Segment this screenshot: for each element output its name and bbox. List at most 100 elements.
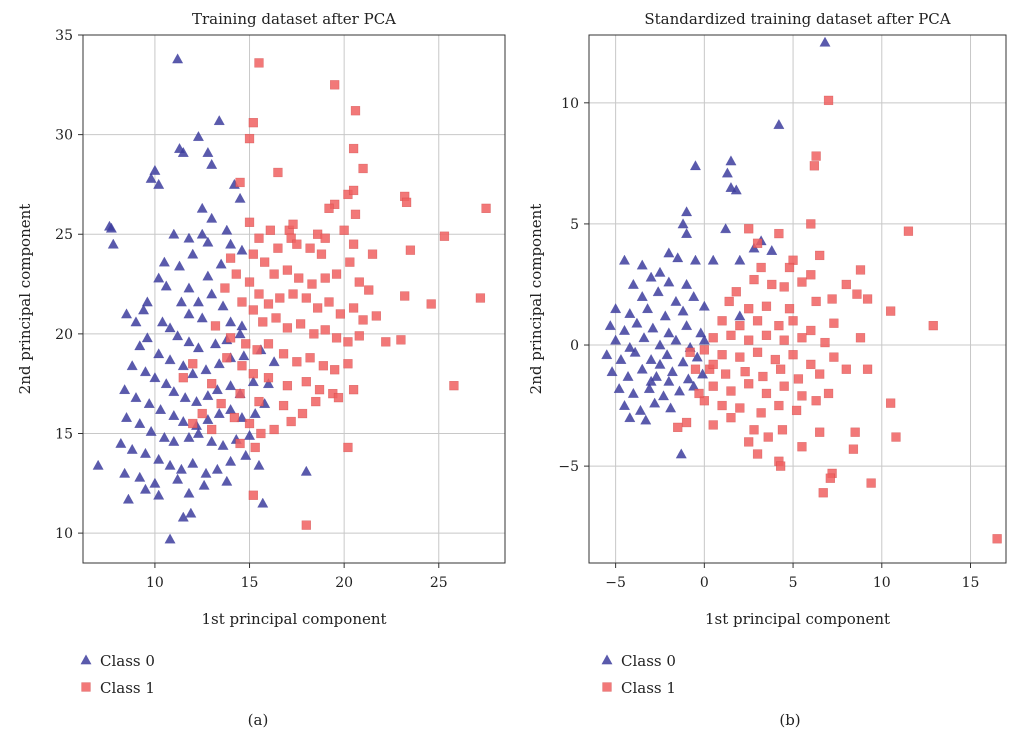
data-point — [273, 243, 283, 253]
data-point — [141, 332, 153, 343]
data-point — [187, 248, 199, 259]
series-1 — [178, 58, 491, 530]
data-point — [134, 471, 146, 482]
data-point — [726, 386, 736, 396]
chart-a: 10 15 20 25 10 15 20 25 30 35 Training dataset aft… — [16, 10, 506, 729]
data-point — [115, 437, 127, 448]
data-point — [823, 388, 834, 399]
data-point — [680, 227, 693, 239]
y-axis-label: 2nd principal component — [527, 204, 545, 395]
data-point — [649, 397, 661, 408]
data-point — [213, 407, 225, 418]
data-point — [331, 269, 342, 279]
data-point — [717, 316, 727, 326]
data-point — [330, 365, 340, 375]
x-tick-label: 20 — [335, 575, 353, 591]
data-point — [806, 270, 816, 280]
x-tick-label: 10 — [873, 575, 891, 591]
data-point — [797, 391, 807, 401]
data-point — [756, 262, 766, 273]
data-point — [183, 308, 195, 319]
data-point — [775, 364, 786, 374]
data-point — [855, 265, 866, 275]
data-point — [891, 432, 901, 442]
data-point — [735, 320, 745, 331]
data-point — [663, 375, 675, 386]
data-point — [248, 369, 258, 379]
x-tick-label: 25 — [430, 575, 448, 591]
data-point — [682, 373, 694, 384]
data-point — [213, 114, 225, 126]
data-point — [670, 295, 682, 306]
data-point — [640, 414, 652, 425]
data-point — [175, 296, 188, 307]
data-point — [726, 413, 736, 423]
data-point — [268, 356, 280, 367]
data-point — [666, 365, 679, 377]
data-point — [708, 333, 718, 343]
data-point — [160, 280, 172, 291]
data-point — [694, 388, 704, 399]
legend: Class 0 Class 1 — [80, 652, 155, 697]
data-point — [752, 347, 763, 357]
data-point — [236, 244, 248, 255]
data-point — [774, 400, 784, 411]
data-point — [260, 257, 270, 267]
panel-caption: (a) — [248, 711, 269, 729]
data-point — [215, 258, 227, 269]
data-point — [190, 395, 203, 407]
x-axis-label: 1st principal component — [201, 610, 386, 628]
legend-marker — [602, 682, 612, 692]
data-point — [405, 245, 416, 255]
data-point — [615, 353, 627, 364]
data-point — [153, 453, 165, 464]
data-point — [314, 385, 325, 395]
data-point — [613, 382, 625, 394]
data-point — [301, 520, 311, 530]
data-point — [119, 467, 131, 478]
data-point — [809, 161, 820, 171]
data-point — [234, 328, 246, 339]
data-point — [224, 316, 237, 327]
data-point — [248, 118, 258, 128]
data-point — [638, 332, 650, 343]
data-point — [609, 334, 622, 345]
data-point — [244, 217, 255, 227]
x-tick-label: 10 — [146, 575, 164, 591]
data-point — [234, 192, 246, 203]
data-point — [806, 325, 816, 336]
data-point — [364, 285, 374, 295]
data-point — [263, 339, 274, 349]
data-point — [173, 142, 186, 153]
data-point — [158, 431, 170, 442]
data-point — [358, 163, 368, 174]
data-point — [744, 224, 754, 234]
data-point — [324, 297, 334, 307]
data-point — [143, 397, 155, 409]
data-point — [177, 415, 189, 426]
data-point — [829, 318, 839, 328]
data-point — [197, 408, 207, 419]
data-point — [256, 428, 266, 439]
data-point — [707, 254, 719, 265]
data-point — [224, 238, 237, 249]
data-point — [273, 167, 283, 178]
data-point — [689, 160, 702, 171]
data-point — [862, 364, 873, 374]
data-point — [354, 277, 364, 287]
data-point — [698, 334, 710, 345]
data-point — [604, 319, 616, 331]
data-point — [105, 222, 118, 233]
legend-label: Class 1 — [100, 679, 155, 697]
x-tick-label: 15 — [241, 575, 259, 591]
data-point — [254, 233, 264, 243]
data-point — [818, 488, 828, 498]
data-point — [224, 403, 237, 414]
data-point — [168, 409, 180, 420]
data-point — [153, 272, 165, 283]
data-point — [343, 337, 353, 347]
data-point — [779, 282, 789, 292]
data-point — [192, 130, 205, 142]
data-point — [689, 254, 702, 265]
data-point — [164, 354, 176, 365]
